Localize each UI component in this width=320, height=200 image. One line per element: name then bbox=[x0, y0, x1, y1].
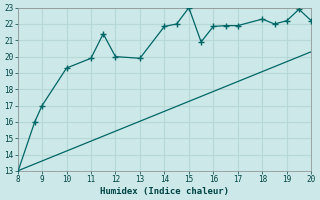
X-axis label: Humidex (Indice chaleur): Humidex (Indice chaleur) bbox=[100, 187, 229, 196]
